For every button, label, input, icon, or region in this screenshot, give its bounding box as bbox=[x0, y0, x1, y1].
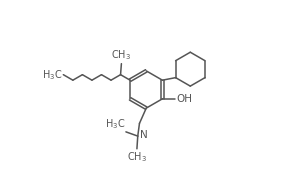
Text: H$_3$C: H$_3$C bbox=[105, 117, 125, 131]
Text: CH$_3$: CH$_3$ bbox=[127, 150, 147, 164]
Text: CH$_3$: CH$_3$ bbox=[111, 48, 131, 62]
Text: OH: OH bbox=[176, 94, 192, 104]
Text: N: N bbox=[140, 130, 148, 140]
Text: H$_3$C: H$_3$C bbox=[42, 68, 62, 82]
